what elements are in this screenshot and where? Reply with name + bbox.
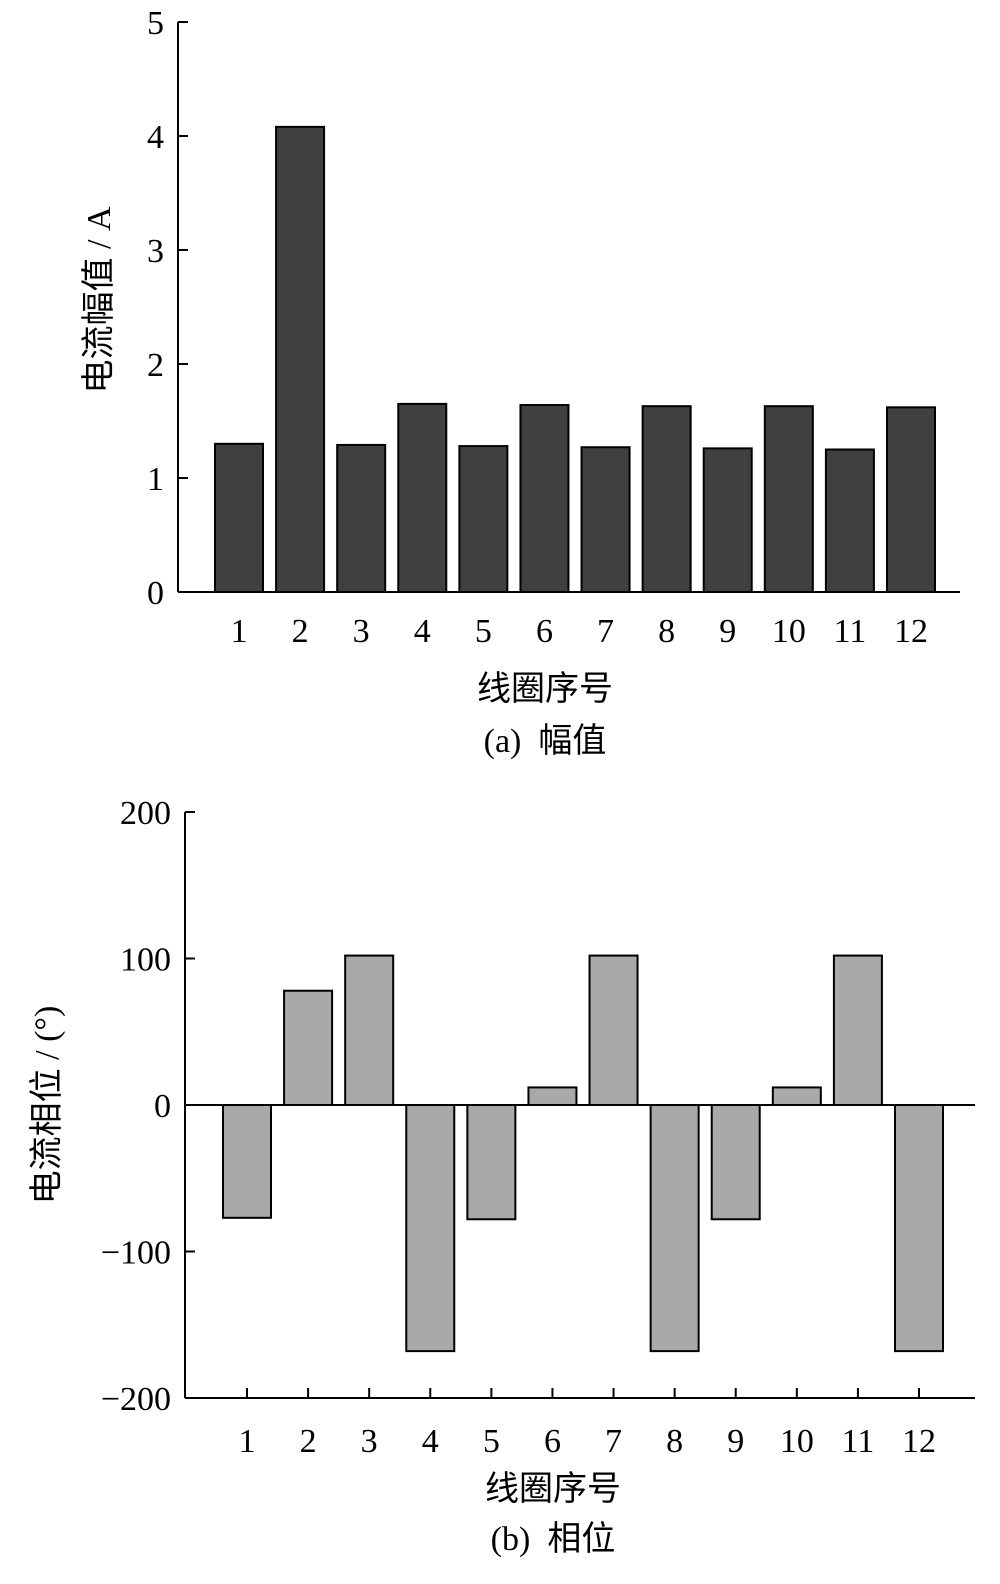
x-tick-label: 8 bbox=[666, 1423, 683, 1460]
y-tick-label: 3 bbox=[147, 233, 164, 270]
x-tick-label: 2 bbox=[300, 1423, 317, 1460]
bar-coil-12 bbox=[894, 1104, 944, 1353]
x-tick-label: 11 bbox=[842, 1423, 875, 1460]
x-tick-label: 11 bbox=[834, 613, 867, 650]
x-tick-label: 7 bbox=[605, 1423, 622, 1460]
x-tick-label: 10 bbox=[772, 613, 806, 650]
x-tick-label: 12 bbox=[902, 1423, 936, 1460]
bar-coil-2 bbox=[283, 989, 334, 1106]
bar-coil-10 bbox=[763, 405, 814, 593]
bar-coil-12 bbox=[886, 406, 936, 593]
x-tick-label: 2 bbox=[292, 613, 309, 650]
x-tick-label: 10 bbox=[780, 1423, 814, 1460]
bar-coil-10 bbox=[771, 1086, 822, 1107]
bar-coil-4 bbox=[405, 1104, 456, 1353]
y-tick-label: 100 bbox=[120, 942, 171, 979]
x-tick-label: 9 bbox=[719, 613, 736, 650]
x-tick-label: 1 bbox=[239, 1423, 256, 1460]
bar-coil-6 bbox=[519, 404, 570, 594]
x-tick-label: 3 bbox=[353, 613, 370, 650]
bar-coil-1 bbox=[214, 442, 264, 593]
x-tick-label: 9 bbox=[727, 1423, 744, 1460]
y-tick-label: −200 bbox=[101, 1381, 171, 1418]
x-tick-label: 5 bbox=[483, 1423, 500, 1460]
y-tick-label: −100 bbox=[101, 1235, 171, 1272]
y-tick-label: 4 bbox=[147, 119, 164, 156]
bar-coil-6 bbox=[527, 1086, 578, 1107]
x-tick-label: 6 bbox=[536, 613, 553, 650]
y-tick-label: 2 bbox=[147, 347, 164, 384]
y-axis-title: 电流幅值 / A bbox=[80, 206, 118, 393]
bar-coil-1 bbox=[222, 1104, 272, 1219]
bar-coil-7 bbox=[580, 446, 631, 593]
bar-coil-9 bbox=[702, 447, 753, 593]
x-tick-label: 4 bbox=[414, 613, 431, 650]
y-tick-label: 5 bbox=[147, 5, 164, 42]
bar-coil-7 bbox=[588, 954, 639, 1106]
bar-coil-4 bbox=[397, 402, 448, 593]
bar-coil-9 bbox=[710, 1104, 761, 1221]
x-tick-label: 4 bbox=[422, 1423, 439, 1460]
x-tick-label: 3 bbox=[361, 1423, 378, 1460]
x-tick-label: 5 bbox=[475, 613, 492, 650]
bar-coil-8 bbox=[641, 405, 692, 593]
y-tick-label: 0 bbox=[147, 575, 164, 612]
x-tick-label: 1 bbox=[231, 613, 248, 650]
bar-coil-5 bbox=[458, 445, 509, 593]
x-tick-label: 12 bbox=[894, 613, 928, 650]
panel-caption: (a) 幅值 bbox=[484, 722, 607, 760]
y-axis-title: 电流相位 / (°) bbox=[28, 1006, 66, 1205]
x-axis-title: 线圈序号 bbox=[485, 1470, 621, 1508]
bar-coil-3 bbox=[336, 443, 387, 593]
bar-coil-3 bbox=[344, 954, 395, 1106]
y-tick-label: 0 bbox=[154, 1088, 171, 1125]
bar-coil-11 bbox=[832, 954, 883, 1106]
bar-coil-8 bbox=[649, 1104, 700, 1353]
x-tick-label: 7 bbox=[597, 613, 614, 650]
bar-coil-11 bbox=[824, 448, 875, 593]
x-tick-label: 8 bbox=[658, 613, 675, 650]
x-axis-title: 线圈序号 bbox=[477, 670, 613, 708]
y-tick-label: 200 bbox=[120, 795, 171, 832]
bar-coil-5 bbox=[466, 1104, 517, 1221]
y-tick-label: 1 bbox=[147, 461, 164, 498]
bar-coil-2 bbox=[275, 125, 326, 593]
x-tick-label: 6 bbox=[544, 1423, 561, 1460]
panel-caption: (b) 相位 bbox=[491, 1520, 616, 1558]
